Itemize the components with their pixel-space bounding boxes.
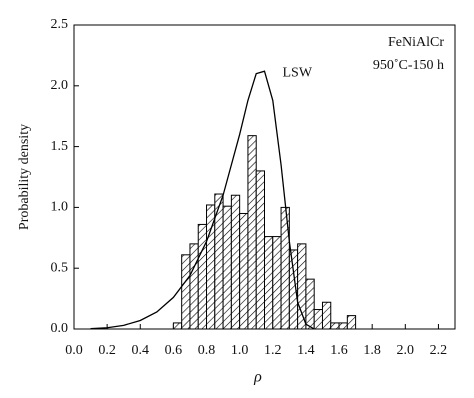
x-tick-label: 1.6 <box>330 343 348 358</box>
annotation: FeNiAlCr <box>388 35 444 50</box>
bar <box>222 205 232 330</box>
x-tick-label: 1.0 <box>231 343 249 358</box>
x-tick-label: 1.2 <box>264 343 282 358</box>
annotation: 950˚C-150 h <box>373 58 444 73</box>
bar <box>313 309 323 330</box>
x-tick-label: 0.8 <box>198 343 216 358</box>
curve <box>90 70 315 330</box>
x-tick-label: 0.4 <box>132 343 150 358</box>
x-tick-label: 2.0 <box>397 343 415 358</box>
bar <box>272 236 282 330</box>
bar <box>172 322 183 330</box>
bar <box>247 135 257 330</box>
bar <box>264 236 274 330</box>
x-axis-label: ρ <box>253 369 262 386</box>
y-tick-label: 2.0 <box>51 78 69 93</box>
x-tick-label: 1.4 <box>297 343 315 358</box>
bar <box>297 243 307 330</box>
curve-label: LSW <box>283 65 313 80</box>
bar <box>189 243 199 330</box>
y-tick-label: 0.0 <box>51 321 69 336</box>
y-tick-label: 1.5 <box>51 139 69 154</box>
x-tick-label: 0.6 <box>165 343 183 358</box>
bar <box>305 278 315 330</box>
bar <box>197 223 208 330</box>
x-tick-label: 1.8 <box>363 343 381 358</box>
y-axis-label: Probability density <box>17 124 32 230</box>
y-tick-label: 1.0 <box>51 200 69 215</box>
x-tick-label: 2.2 <box>430 343 448 358</box>
bar <box>239 212 249 330</box>
bar <box>346 315 357 330</box>
x-tick-label: 0.2 <box>98 343 116 358</box>
x-tick-label: 0.0 <box>65 343 83 358</box>
bar <box>330 322 340 330</box>
bar <box>255 170 265 330</box>
bar <box>181 254 191 330</box>
bar <box>230 194 241 330</box>
bar <box>321 301 332 330</box>
y-tick-label: 2.5 <box>51 17 69 32</box>
bar <box>338 322 348 330</box>
y-tick-label: 0.5 <box>51 260 69 275</box>
